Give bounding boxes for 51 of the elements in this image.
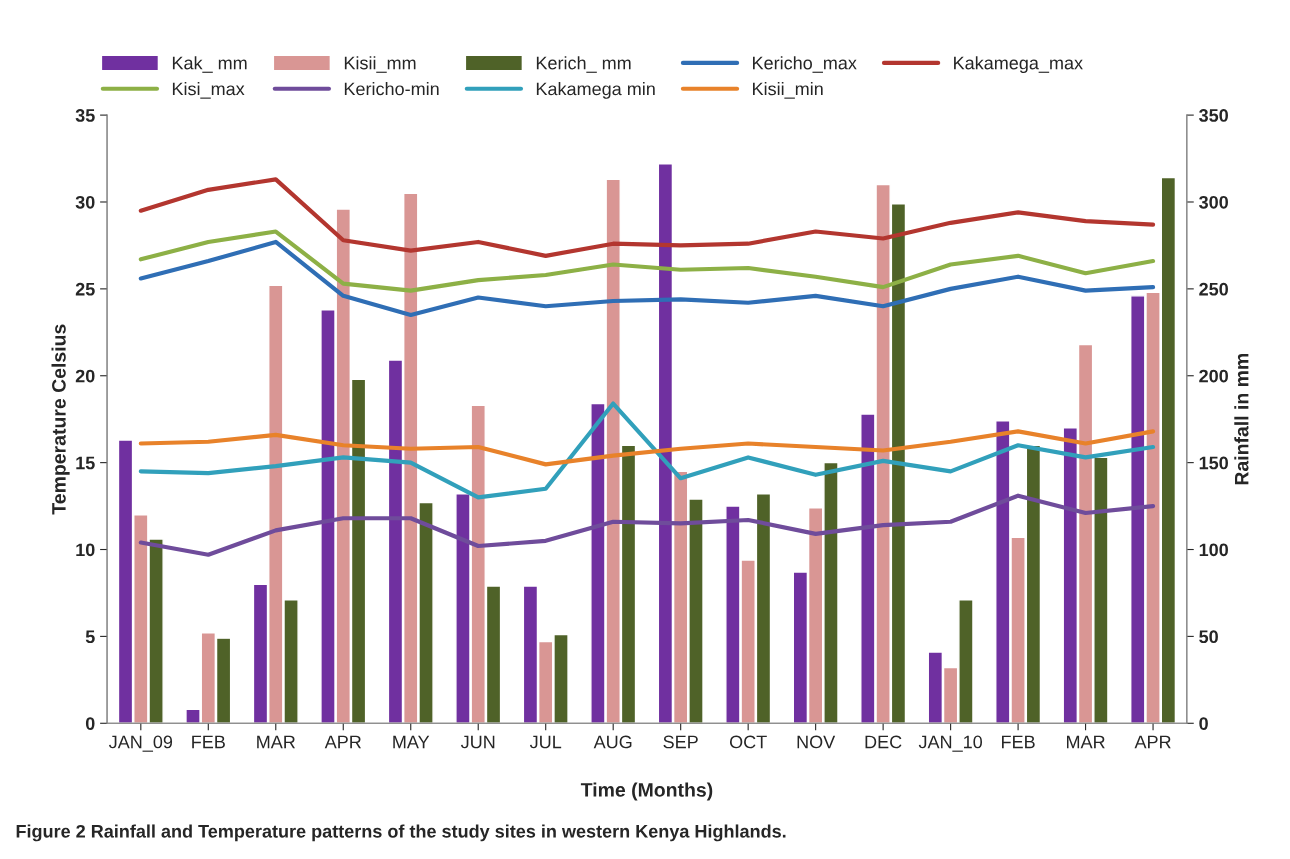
text: Figure 2 Rainfall and Temperature patterns of the study sites in western Kenya Highlands.: [16, 824, 786, 842]
y-tick-label: 5: [85, 630, 95, 644]
y-tick-label: 35: [75, 109, 95, 122]
x-tick-label: DEC: [865, 735, 902, 749]
y2-tick-label: 50: [1199, 630, 1218, 644]
x-tick-label: JAN_10: [918, 735, 983, 752]
line-series: [138, 401, 1156, 500]
y2-tick-label: 250: [1199, 282, 1228, 296]
x-tick-label: MAY: [393, 735, 430, 749]
x-tick-label: APR: [324, 735, 361, 749]
x-tick-label: NOV: [797, 735, 836, 749]
x-tick-label: MAR: [257, 735, 295, 749]
legend-label: Kak_ mm: [172, 56, 247, 73]
x-tick-label: JUN: [460, 735, 495, 749]
line-series: [138, 429, 1156, 467]
y2-tick-label: 200: [1199, 369, 1228, 383]
y-tick-label: 25: [75, 282, 95, 296]
x-tick-label: JAN_09: [108, 735, 173, 752]
line-series: [138, 239, 1156, 318]
y-tick-label: 30: [75, 195, 95, 209]
legend-label: Kisi_max: [172, 82, 245, 99]
legend-label: Kakamega_max: [954, 56, 1083, 73]
x-tick-label: FEB: [192, 735, 225, 749]
y-tick-label: 20: [75, 369, 95, 383]
legend-label: Kakamega min: [536, 82, 655, 99]
x-tick-label: AUG: [593, 735, 632, 749]
legend-label: Kerich_ mm: [536, 56, 631, 73]
legend-label: Kericho_max: [753, 56, 857, 73]
x-tick-label: APR: [1134, 735, 1171, 749]
y2-tick-label: 300: [1199, 195, 1228, 209]
x-tick-label: JUL: [529, 735, 562, 749]
line-series: [138, 177, 1156, 258]
y-tick-label: 10: [76, 543, 95, 557]
y-axis-title: Temperature Celsius: [51, 324, 70, 515]
x-tick-label: FEB: [1002, 735, 1035, 749]
y2-tick-label: 350: [1199, 109, 1228, 122]
legend-label: Kericho-min: [344, 82, 439, 96]
line-series: [138, 229, 1156, 293]
x-axis-title: Time (Months): [580, 782, 713, 801]
line-series: [138, 493, 1156, 557]
x-tick-label: MAR: [1066, 735, 1105, 749]
x-tick-label: SEP: [663, 735, 698, 749]
y2-tick-label: 150: [1199, 456, 1228, 470]
y2-tick-label: 100: [1199, 543, 1228, 557]
legend-label: Kisii_mm: [344, 56, 416, 73]
y-tick-label: 0: [85, 717, 95, 730]
y2-tick-label: 0: [1199, 717, 1208, 730]
y2-axis-title: Rainfall in mm: [1234, 353, 1249, 485]
legend-label: Kisii_min: [753, 82, 823, 99]
x-tick-label: OCT: [729, 735, 767, 749]
y-tick-label: 15: [76, 456, 95, 470]
